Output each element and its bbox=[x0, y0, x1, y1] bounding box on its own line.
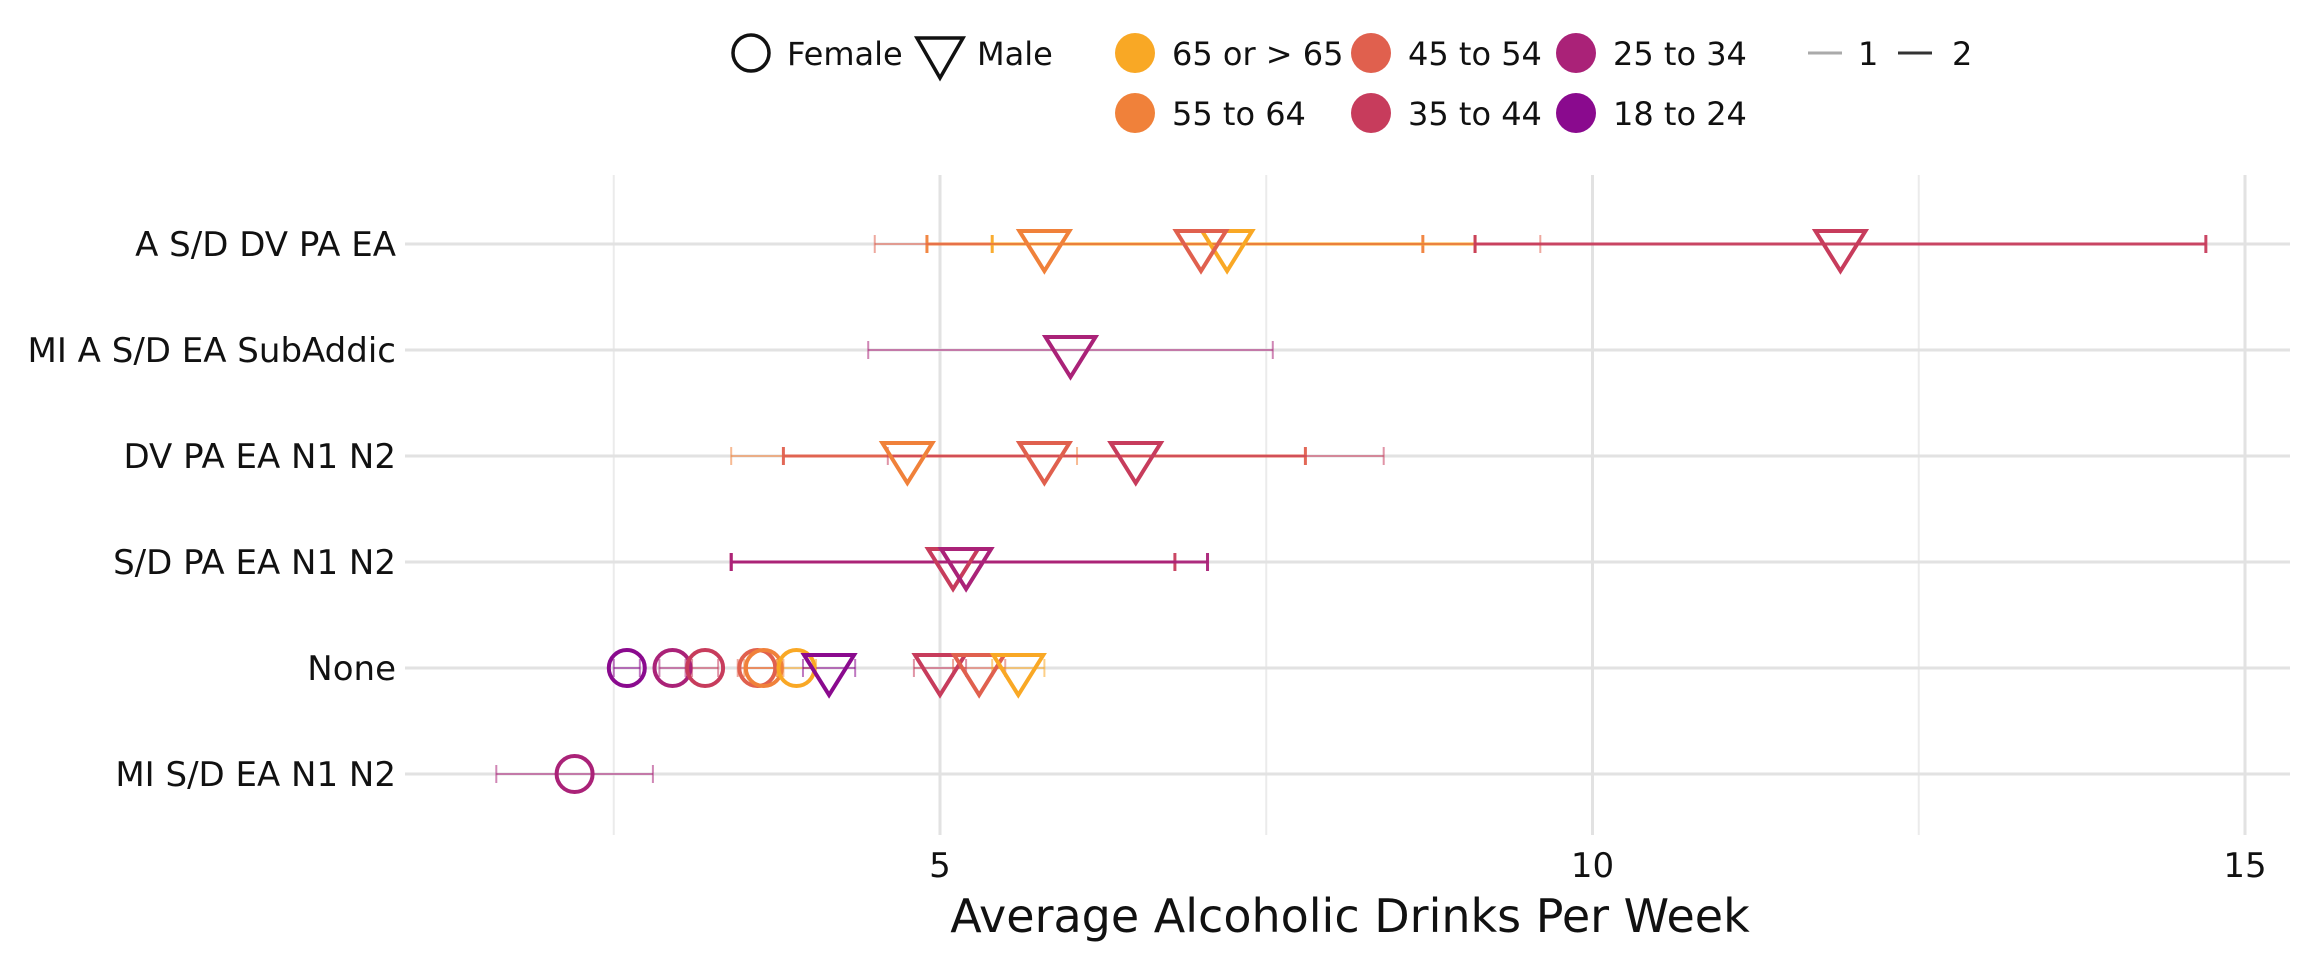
male-point-marker bbox=[1015, 229, 1074, 275]
male-point-marker bbox=[878, 441, 936, 487]
legend-age-swatch bbox=[1115, 93, 1155, 133]
y-tick-label: DV PA EA N1 N2 bbox=[123, 437, 396, 477]
female-point-marker bbox=[606, 648, 647, 688]
legend-age-swatch bbox=[1556, 93, 1596, 133]
data-point-group bbox=[691, 659, 720, 677]
x-tick-label: 10 bbox=[1571, 846, 1614, 886]
data-point-group bbox=[495, 765, 654, 783]
male-point-marker bbox=[1041, 335, 1100, 381]
y-axis-labels: A S/D DV PA EA MI A S/D EA SubAddic DV PA … bbox=[28, 225, 397, 795]
male-point-marker bbox=[1811, 229, 1870, 275]
male-point-marker bbox=[937, 547, 995, 593]
data-point-group bbox=[886, 447, 1385, 465]
legend-age-label: 35 to 44 bbox=[1408, 95, 1542, 133]
male-point-marker bbox=[1172, 229, 1230, 275]
x-tick-label: 15 bbox=[2223, 846, 2266, 886]
male-point-marker bbox=[911, 653, 969, 699]
male-point-marker bbox=[950, 653, 1008, 699]
legend-male-marker bbox=[913, 36, 967, 82]
legend-age-label: 65 or > 65 bbox=[1172, 35, 1344, 73]
grid-layer bbox=[405, 175, 2290, 835]
female-point-marker bbox=[743, 648, 784, 688]
x-axis-title: Average Alcoholic Drinks Per Week bbox=[950, 889, 1750, 943]
legend-line-1-label: 1 bbox=[1858, 35, 1878, 73]
male-point-marker bbox=[800, 653, 858, 699]
legend-age-label: 18 to 24 bbox=[1613, 95, 1747, 133]
data-point-group bbox=[867, 341, 1274, 359]
x-axis-labels: 5 10 15 bbox=[929, 846, 2266, 886]
legend-line-2-label: 2 bbox=[1952, 35, 1972, 73]
y-tick-label: None bbox=[307, 649, 396, 689]
male-point-marker bbox=[989, 653, 1047, 699]
legend-age-swatch bbox=[1351, 93, 1391, 133]
female-point-marker bbox=[685, 648, 726, 688]
legend-female-label: Female bbox=[787, 35, 903, 73]
legend-female-marker bbox=[731, 33, 771, 73]
legend-age-swatch bbox=[1556, 33, 1596, 73]
legend: Female Male 65 or > 65 55 to 64 45 to 54 35 t… bbox=[731, 33, 1972, 133]
data-point-group bbox=[612, 659, 641, 677]
female-point-marker bbox=[554, 754, 595, 794]
y-tick-label: MI S/D EA N1 N2 bbox=[115, 755, 396, 795]
y-tick-label: A S/D DV PA EA bbox=[135, 225, 396, 265]
x-tick-label: 5 bbox=[929, 846, 951, 886]
data-point-group bbox=[1473, 235, 2208, 253]
legend-age-label: 55 to 64 bbox=[1172, 95, 1306, 133]
male-point-marker bbox=[1015, 441, 1074, 487]
legend-male-label: Male bbox=[977, 35, 1053, 73]
legend-age-label: 25 to 34 bbox=[1613, 35, 1747, 73]
legend-age-swatch bbox=[1115, 33, 1155, 73]
legend-age-swatch bbox=[1351, 33, 1391, 73]
female-point-marker bbox=[652, 648, 693, 688]
y-tick-label: S/D PA EA N1 N2 bbox=[113, 543, 396, 583]
series-layer bbox=[495, 229, 2208, 794]
legend-age-label: 45 to 54 bbox=[1408, 35, 1542, 73]
data-point-group bbox=[658, 659, 687, 677]
male-point-marker bbox=[1198, 229, 1256, 275]
male-point-marker bbox=[1107, 441, 1165, 487]
y-tick-label: MI A S/D EA SubAddic bbox=[28, 331, 397, 371]
